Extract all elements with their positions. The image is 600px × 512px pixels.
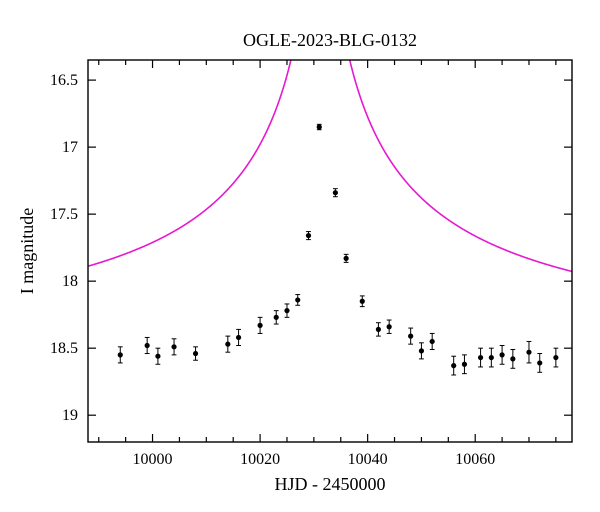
y-tick-label: 17.5 [50, 206, 78, 223]
data-point [510, 356, 515, 361]
x-tick-label: 10020 [240, 451, 280, 468]
data-point [537, 360, 542, 365]
data-point [376, 327, 381, 332]
data-point [526, 350, 531, 355]
data-point [257, 323, 262, 328]
data-point [284, 308, 289, 313]
data-point [451, 363, 456, 368]
data-point [317, 124, 322, 129]
data-point [499, 352, 504, 357]
data-point [419, 348, 424, 353]
data-point [118, 352, 123, 357]
x-tick-label: 10040 [348, 451, 388, 468]
lightcurve-chart: 10000 10020 10040 10060 16.5 17 17.5 18 18.5 19 OG… [0, 0, 600, 512]
data-point [553, 355, 558, 360]
y-tick-label: 18 [62, 273, 78, 290]
data-point [236, 335, 241, 340]
data-point [171, 344, 176, 349]
data-point [193, 351, 198, 356]
y-tick-label: 16.5 [50, 72, 78, 89]
data-point [387, 324, 392, 329]
y-tick-label: 17 [62, 139, 78, 156]
chart-title: OGLE-2023-BLG-0132 [243, 30, 417, 50]
data-point [489, 355, 494, 360]
data-point [155, 354, 160, 359]
y-tick-label: 19 [62, 407, 78, 424]
data-point [306, 233, 311, 238]
x-tick-label: 10060 [455, 451, 495, 468]
x-tick-label: 10000 [133, 451, 173, 468]
data-point [430, 339, 435, 344]
data-point [462, 362, 467, 367]
data-point [360, 299, 365, 304]
data-point [344, 256, 349, 261]
y-tick-label: 18.5 [50, 340, 78, 357]
data-point [478, 355, 483, 360]
data-point [408, 334, 413, 339]
x-axis-label: HJD - 2450000 [275, 474, 386, 494]
data-point [225, 342, 230, 347]
data-point [333, 190, 338, 195]
y-axis-label: I magnitude [17, 208, 37, 294]
data-point [274, 315, 279, 320]
data-point [295, 297, 300, 302]
data-point [145, 343, 150, 348]
chart-background [0, 0, 600, 512]
